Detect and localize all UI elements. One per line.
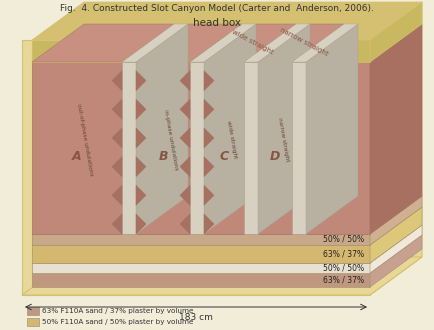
Polygon shape — [136, 157, 146, 177]
Text: 183 cm: 183 cm — [179, 313, 213, 322]
Polygon shape — [204, 157, 214, 177]
Polygon shape — [32, 24, 421, 62]
Polygon shape — [204, 185, 214, 205]
Text: 50% / 50%: 50% / 50% — [322, 235, 363, 244]
Polygon shape — [204, 214, 214, 234]
Text: 63% / 37%: 63% / 37% — [322, 249, 363, 258]
Bar — [32, 273, 369, 287]
Bar — [32, 234, 369, 245]
Bar — [22, 40, 32, 295]
Bar — [32, 40, 369, 62]
Text: wide straight: wide straight — [226, 120, 237, 159]
Polygon shape — [204, 99, 214, 119]
Polygon shape — [369, 207, 421, 263]
Bar — [27, 307, 39, 315]
Polygon shape — [204, 71, 214, 91]
Bar — [122, 62, 136, 234]
Polygon shape — [180, 185, 190, 205]
Polygon shape — [369, 196, 421, 245]
Bar — [32, 245, 369, 263]
Polygon shape — [32, 24, 174, 62]
Bar — [32, 263, 369, 273]
Polygon shape — [180, 157, 190, 177]
Polygon shape — [204, 24, 256, 234]
Polygon shape — [136, 185, 146, 205]
Text: out-of-phase undulations: out-of-phase undulations — [76, 103, 94, 176]
Polygon shape — [291, 24, 357, 62]
Polygon shape — [369, 225, 421, 273]
Polygon shape — [257, 24, 343, 62]
Polygon shape — [136, 214, 146, 234]
Polygon shape — [180, 214, 190, 234]
Polygon shape — [136, 24, 241, 62]
Polygon shape — [243, 24, 309, 62]
Text: 50% / 50%: 50% / 50% — [322, 263, 363, 273]
Polygon shape — [369, 2, 421, 62]
Text: B: B — [158, 150, 168, 163]
Polygon shape — [32, 196, 421, 234]
Polygon shape — [112, 157, 122, 177]
Polygon shape — [180, 71, 190, 91]
Polygon shape — [112, 185, 122, 205]
Polygon shape — [257, 24, 309, 234]
Bar — [32, 62, 369, 234]
Text: wide straight: wide straight — [230, 29, 273, 56]
Polygon shape — [22, 257, 421, 295]
Text: head box: head box — [192, 18, 240, 28]
Polygon shape — [136, 24, 187, 234]
Bar — [243, 62, 257, 234]
Polygon shape — [204, 128, 214, 148]
Polygon shape — [112, 128, 122, 148]
Bar — [22, 287, 369, 295]
Polygon shape — [112, 214, 122, 234]
Polygon shape — [369, 24, 421, 234]
Polygon shape — [32, 235, 421, 273]
Polygon shape — [32, 2, 421, 40]
Polygon shape — [122, 24, 187, 62]
Polygon shape — [204, 24, 295, 62]
Text: A: A — [72, 150, 82, 163]
Polygon shape — [180, 99, 190, 119]
Text: D: D — [269, 150, 279, 163]
Text: in-phase undulations: in-phase undulations — [163, 109, 178, 170]
Text: narrow straight: narrow straight — [276, 117, 289, 162]
Polygon shape — [32, 207, 421, 245]
Polygon shape — [305, 24, 357, 234]
Polygon shape — [136, 99, 146, 119]
Polygon shape — [112, 99, 122, 119]
Text: 63% F110A sand / 37% plaster by volume: 63% F110A sand / 37% plaster by volume — [42, 308, 193, 314]
Text: Fig.  4. Constructed Slot Canyon Model (Carter and  Anderson, 2006).: Fig. 4. Constructed Slot Canyon Model (C… — [60, 4, 373, 13]
Text: 50% F110A sand / 50% plaster by volume: 50% F110A sand / 50% plaster by volume — [42, 319, 193, 325]
Polygon shape — [369, 235, 421, 287]
Text: C: C — [219, 150, 228, 163]
Polygon shape — [180, 128, 190, 148]
Polygon shape — [112, 71, 122, 91]
Polygon shape — [136, 71, 146, 91]
Polygon shape — [190, 24, 256, 62]
Text: 63% / 37%: 63% / 37% — [322, 276, 363, 284]
Polygon shape — [136, 128, 146, 148]
Bar — [190, 62, 204, 234]
Bar — [27, 318, 39, 326]
Polygon shape — [369, 2, 421, 295]
Bar — [291, 62, 305, 234]
Polygon shape — [32, 225, 421, 263]
Text: narrow straight: narrow straight — [278, 27, 328, 57]
